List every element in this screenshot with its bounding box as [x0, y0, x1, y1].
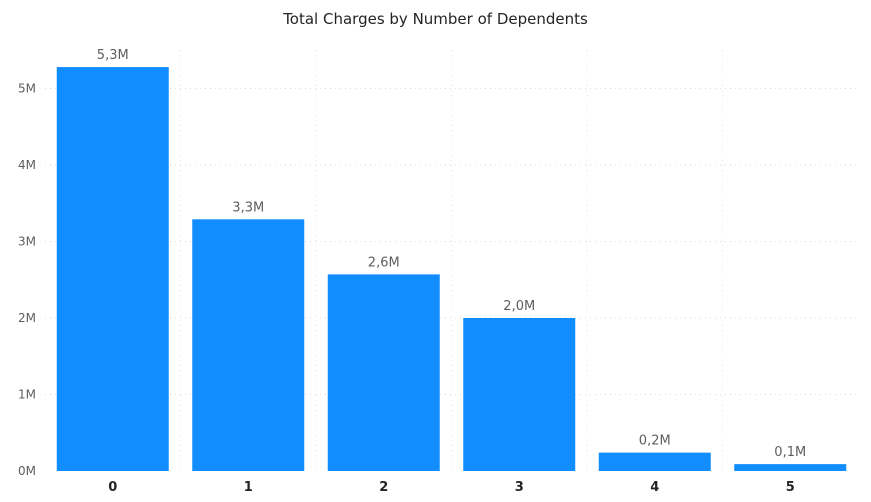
y-tick-label: 5M — [18, 82, 36, 96]
bar — [327, 274, 440, 471]
x-tick-label: 4 — [650, 480, 659, 495]
data-label: 0,1M — [774, 445, 806, 460]
y-tick-label: 1M — [18, 388, 36, 402]
data-label: 3,3M — [232, 200, 264, 215]
data-label: 2,0M — [503, 299, 535, 314]
y-tick-label: 3M — [18, 235, 36, 249]
y-tick-label: 4M — [18, 158, 36, 172]
x-tick-label: 0 — [108, 480, 117, 495]
bar — [463, 318, 576, 471]
x-tick-label: 1 — [244, 480, 253, 495]
bar — [56, 67, 169, 471]
chart-title: Total Charges by Number of Dependents — [283, 10, 588, 28]
y-tick-label: 0M — [18, 464, 36, 478]
x-tick-label: 5 — [786, 480, 795, 495]
data-label: 5,3M — [97, 48, 129, 63]
data-label: 0,2M — [639, 434, 671, 449]
bar — [192, 219, 305, 471]
bar — [598, 452, 711, 471]
x-tick-label: 3 — [515, 480, 524, 495]
y-tick-label: 2M — [18, 311, 36, 325]
data-label: 2,6M — [368, 255, 400, 270]
x-tick-label: 2 — [379, 480, 388, 495]
bar — [734, 464, 847, 471]
